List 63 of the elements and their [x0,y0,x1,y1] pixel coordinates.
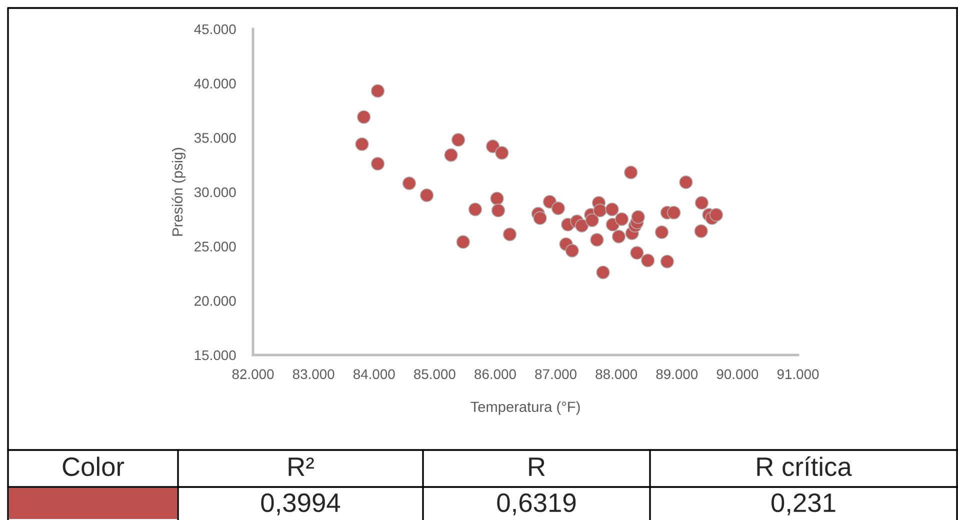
x-tick-label: 85.000 [414,369,456,380]
y-axis-title: Presión (psig) [172,148,186,236]
text: 0,3994 [261,493,340,516]
y-tick-label: 35.000 [194,133,236,143]
point [355,137,369,152]
point [402,176,416,190]
x-tick-label: 88.000 [596,369,638,380]
x-tick-label: 90.000 [716,369,758,380]
point [456,235,470,249]
y-tick-label: 45.000 [194,24,236,34]
point [590,232,604,247]
text: R crítica [757,456,852,476]
point [356,110,371,124]
text: 0,231 [772,493,836,516]
y-tick-label: 15.000 [194,350,236,360]
point [694,196,709,210]
point [709,208,724,222]
y-tick-label: 25.000 [194,242,236,252]
point [667,206,681,220]
x-tick-label: 89.000 [656,369,698,380]
x-tick-label: 84.000 [353,369,395,380]
point [614,212,629,226]
point [593,204,607,218]
point [370,156,385,171]
point [444,148,458,162]
text: 0,6319 [497,493,576,516]
point [612,230,626,244]
x-tick-label: 86.000 [474,369,516,380]
point [585,213,599,228]
point [631,210,645,224]
text: R [529,458,545,476]
x-tick-label: 91.000 [777,369,819,380]
point [495,146,509,160]
point [551,201,566,216]
point [490,192,504,206]
point [574,218,589,233]
y-tick-label: 20.000 [194,296,236,306]
x-tick-label: 87.000 [535,369,576,380]
point [630,246,644,260]
point [624,166,638,180]
x-axis-title: Temperatura (°F) [470,401,580,415]
point [694,224,708,238]
text: R² [288,458,314,476]
point [679,175,693,190]
point [420,188,434,202]
y-tick-label: 40.000 [194,78,236,89]
point [533,211,547,225]
x-tick-label: 82.000 [232,369,274,380]
point [654,225,669,240]
point [370,84,385,98]
point [491,204,506,218]
point [486,140,500,154]
point [641,254,655,268]
point [596,266,610,280]
point [565,244,579,258]
point [605,202,619,216]
text: Color [62,456,124,476]
point [660,254,674,268]
point [502,228,517,242]
point [468,202,482,216]
y-tick-label: 30.000 [194,187,236,198]
point [451,133,466,147]
x-tick-label: 83.000 [292,369,334,380]
